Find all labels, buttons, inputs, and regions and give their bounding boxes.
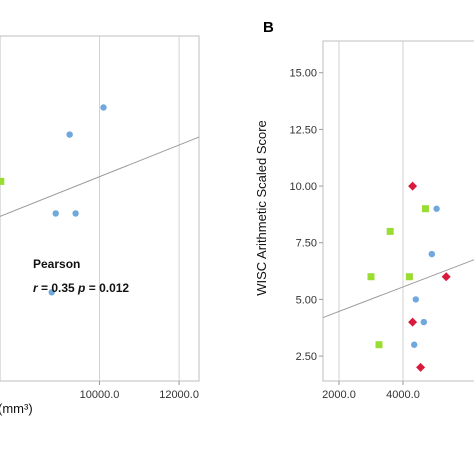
panel-a-x-tick-label: 10000.0 [80,389,120,401]
panel-b-y-tick-label: 2.50 [296,351,317,363]
panel-b-y-tick-label: 10.00 [289,181,317,193]
data-point-circle [72,210,79,217]
panel-a-x-ticks: 10000.0 12000.0 [80,381,199,401]
data-point-circle [411,341,418,348]
data-point-circle [52,210,59,217]
data-point-circle [428,250,435,258]
panel-b-y-tick-label: 12.50 [289,124,317,136]
panel-b-plot-frame [322,40,474,382]
data-point-circle [412,296,419,303]
panel-a-x-axis-title: (mm³) [0,401,33,416]
panel-a-trend-line [0,136,200,217]
panel-b-y-axis-title: WISC Arithmetic Scaled Score [254,120,269,296]
data-point-square [405,273,413,281]
data-point-diamond [441,272,451,282]
data-point-diamond [408,181,418,191]
panel-b-y-tick-label: 5.00 [296,294,317,306]
data-point-circle [420,318,427,326]
data-point-square [386,227,394,235]
r-symbol: r [33,281,39,295]
panel-b-x-tick-label: 4000.0 [386,389,420,401]
data-point-diamond [416,362,426,372]
panel-b-y-ticks: 2.50 5.00 7.50 10.00 12.50 15.00 [289,68,323,363]
panel-b-y-tick-label: 15.00 [289,68,317,80]
panel-a-gridlines [99,36,180,381]
data-point-circle [48,289,55,296]
data-point-square [421,205,429,213]
r-value: = 0.35 [38,281,78,295]
panel-b: B 2000.0 4000.0 2.50 5.00 7.50 10.00 12.50 15.… [254,19,474,401]
panel-b-x-tick-label: 2000.0 [322,389,356,401]
panel-b-label: B [263,19,274,36]
data-point-circle [433,205,440,212]
p-symbol: p [77,281,85,295]
panel-b-points [367,181,451,372]
panel-a-annotation-stats: r = 0.35 p = 0.012 [33,281,129,295]
panel-b-y-tick-label: 7.50 [296,238,317,250]
panel-a-x-tick-label: 12000.0 [159,389,199,401]
panel-b-gridlines [338,41,404,381]
data-point-diamond [408,317,418,327]
panel-a-points [0,104,107,296]
panel-a-annotation-title: Pearson [33,257,80,271]
panel-b-trend-line [322,259,474,319]
panel-b-x-ticks: 2000.0 4000.0 [322,381,420,401]
data-point-circle [66,131,73,138]
panel-a: 10000.0 12000.0 Pearson r = 0.35 p = 0.01… [0,35,200,416]
data-point-square [375,341,383,349]
data-point-square [367,273,375,281]
p-value: = 0.012 [85,281,129,295]
data-point-square [0,177,5,185]
data-point-circle [100,104,107,111]
